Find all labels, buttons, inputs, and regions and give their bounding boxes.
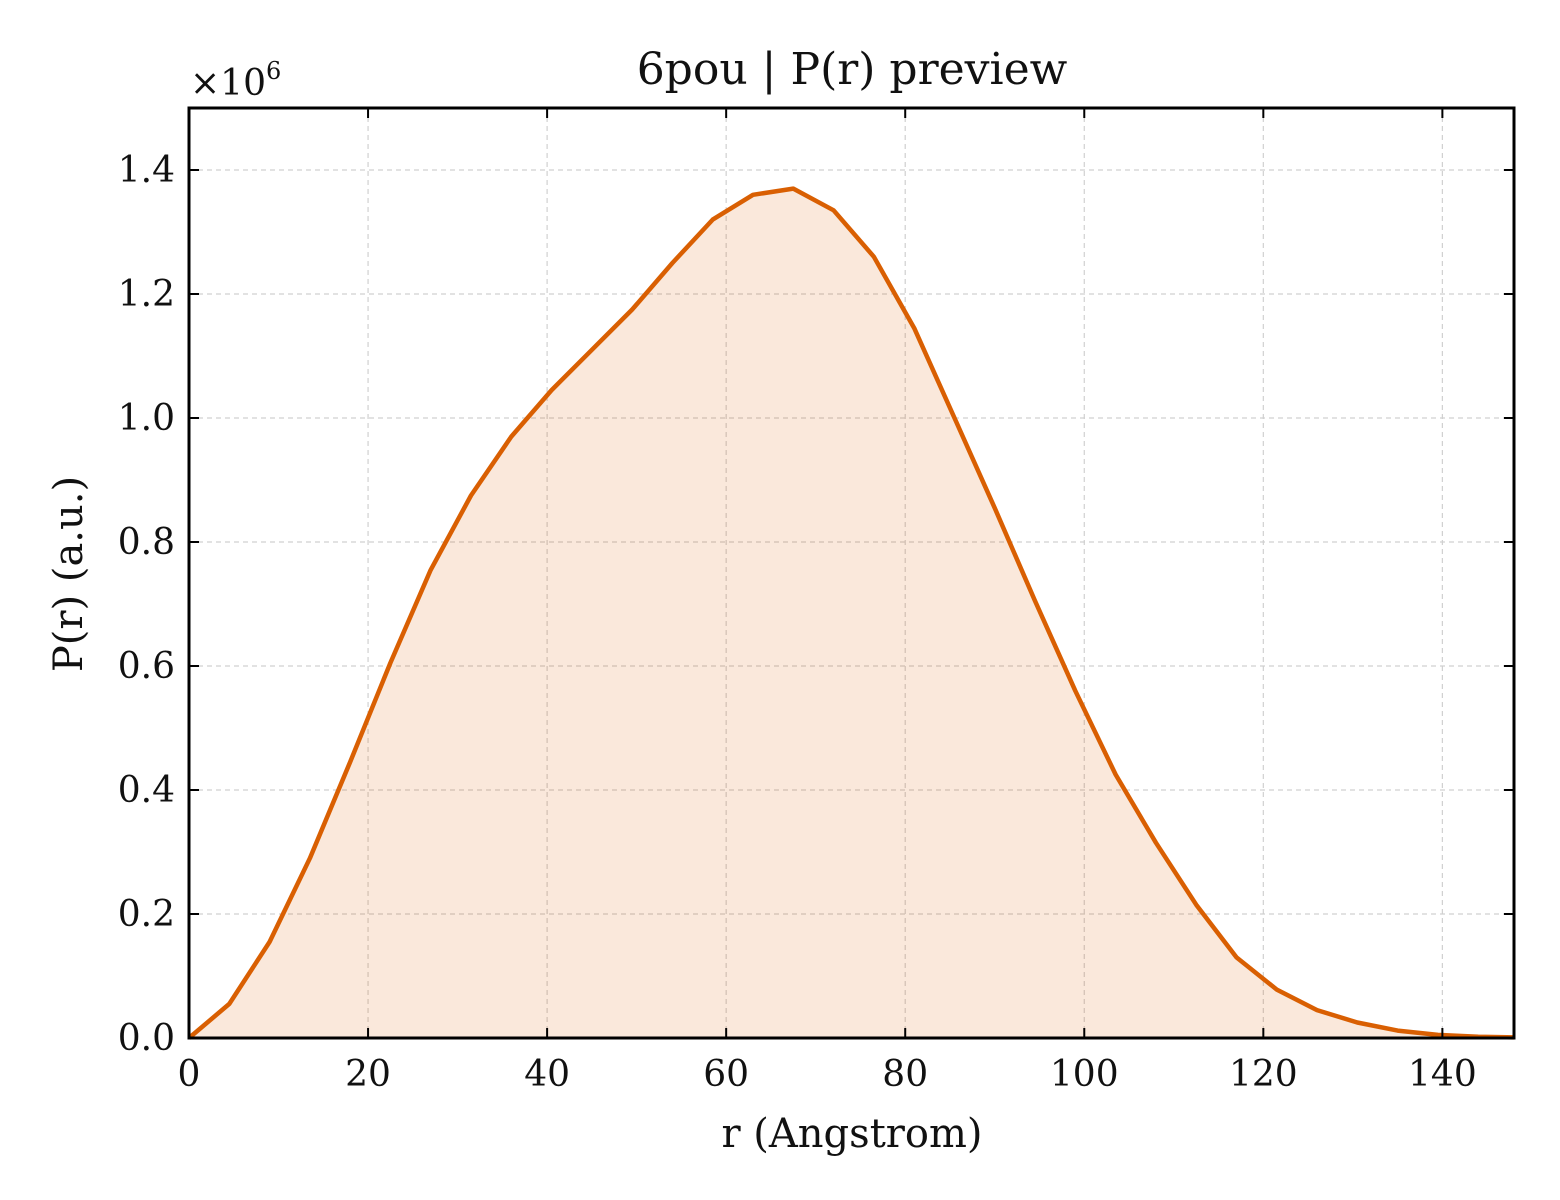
- y-tick-label: 0.2: [118, 894, 175, 935]
- y-tick-label: 1.2: [118, 274, 175, 315]
- x-tick-label: 120: [1229, 1054, 1298, 1095]
- x-tick-label: 100: [1050, 1054, 1119, 1095]
- plot-frame: [187, 106, 1516, 1040]
- x-tick-label: 140: [1408, 1054, 1477, 1095]
- y-tick-label: 0.4: [118, 770, 175, 811]
- y-axis-multiplier: ×106: [190, 57, 281, 104]
- y-axis-label: P(r) (a.u.): [46, 476, 92, 672]
- y-axis-multiplier-base: ×10: [190, 63, 266, 104]
- y-tick-label: 0.0: [118, 1018, 175, 1059]
- y-tick-label: 1.0: [118, 398, 175, 439]
- chart-title: 6pou | P(r) preview: [637, 44, 1068, 95]
- y-axis-multiplier-exponent: 6: [266, 57, 281, 85]
- ticks: 0 20 40 60 80 100 120 140 0.0 0.2 0.4 0.6 0.8 1.0 1.2 1…: [118, 108, 1514, 1095]
- y-tick-label: 0.8: [118, 522, 175, 563]
- x-tick-label: 0: [178, 1054, 201, 1095]
- x-tick-label: 60: [703, 1054, 749, 1095]
- x-tick-label: 20: [345, 1054, 391, 1095]
- x-tick-label: 40: [524, 1054, 570, 1095]
- y-tick-label: 1.4: [118, 150, 175, 191]
- y-tick-label: 0.6: [118, 646, 175, 687]
- series-area-fill: [189, 188, 1514, 1039]
- x-tick-label: 80: [882, 1054, 928, 1095]
- x-axis-label: r (Angstrom): [721, 1111, 982, 1157]
- series-line: [187, 186, 1515, 1040]
